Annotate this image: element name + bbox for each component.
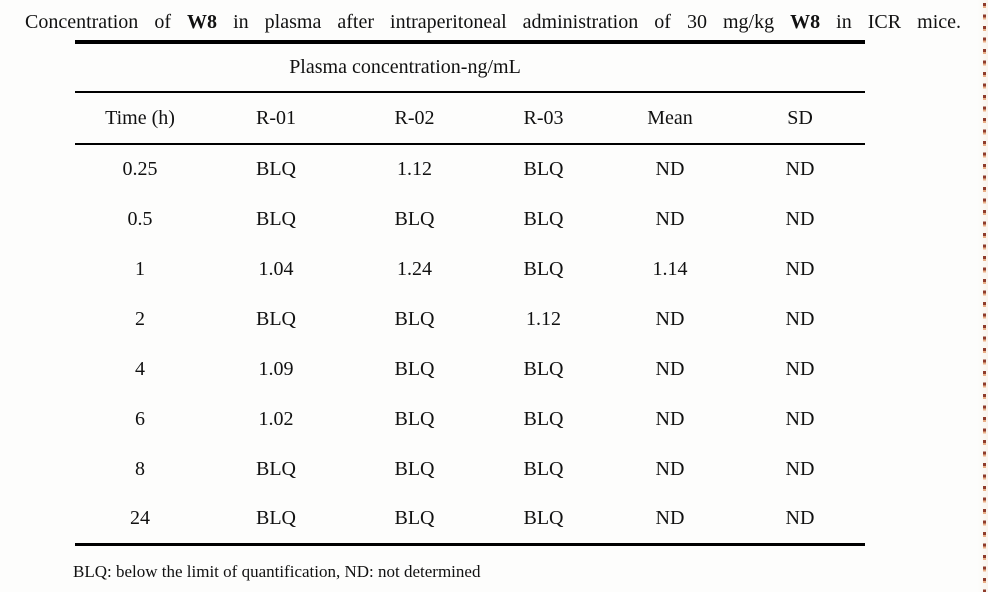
value-cell: 1.04	[258, 257, 294, 280]
value-cell: BLQ	[523, 407, 564, 430]
time-cell: 6	[135, 407, 145, 430]
table-row: 2 BLQ BLQ 1.12 ND ND	[75, 294, 865, 344]
table-footnote: BLQ: below the limit of quantification, …	[73, 562, 481, 581]
value-cell: BLQ	[394, 207, 435, 230]
plasma-concentration-table: Plasma concentration-ng/mL Time (h) R-01…	[75, 40, 865, 546]
value-cell: BLQ	[256, 307, 296, 330]
table-row: 0.5 BLQ BLQ BLQ ND ND	[75, 194, 865, 244]
caption-text: Concentration of	[25, 11, 188, 33]
value-cell: 1.02	[258, 407, 294, 430]
value-cell: BLQ	[394, 457, 435, 480]
column-header-time: Time (h)	[105, 106, 175, 129]
table-row: 24 BLQ BLQ BLQ ND ND	[75, 494, 865, 544]
value-cell: ND	[655, 307, 685, 330]
empty-cell	[605, 42, 865, 92]
value-cell: ND	[785, 457, 815, 480]
table-row: 4 1.09 BLQ BLQ ND ND	[75, 344, 865, 394]
column-header-sd: SD	[787, 106, 813, 129]
time-cell: 8	[135, 457, 145, 480]
caption-text: in ICR mice.	[820, 11, 962, 33]
value-cell: BLQ	[523, 207, 564, 230]
value-cell: BLQ	[523, 457, 564, 480]
table-row: 1 1.04 1.24 BLQ 1.14 ND	[75, 244, 865, 294]
value-cell: 1.14	[652, 257, 688, 280]
value-cell: ND	[785, 307, 815, 330]
value-cell: ND	[655, 407, 685, 430]
value-cell: BLQ	[394, 357, 435, 380]
value-cell: ND	[655, 357, 685, 380]
value-cell: ND	[785, 207, 815, 230]
time-cell: 0.25	[122, 158, 158, 180]
value-cell: BLQ	[523, 506, 564, 529]
value-cell: BLQ	[256, 207, 296, 230]
value-cell: ND	[785, 407, 815, 430]
compound-name-bold: W8	[790, 11, 821, 33]
column-header-r01: R-01	[256, 106, 296, 129]
value-cell: BLQ	[394, 407, 435, 430]
value-cell: ND	[785, 506, 815, 529]
value-cell: ND	[655, 506, 685, 529]
column-header-r02: R-02	[394, 106, 435, 129]
column-header-mean: Mean	[647, 106, 693, 129]
column-header-row: Time (h) R-01 R-02 R-03 Mean SD	[75, 92, 865, 144]
table-caption: Concentration of W8 in plasma after intr…	[25, 8, 961, 36]
time-cell: 4	[135, 357, 145, 380]
value-cell: ND	[785, 357, 815, 380]
time-cell: 2	[135, 307, 145, 330]
value-cell: BLQ	[256, 506, 296, 529]
value-cell: ND	[655, 207, 685, 230]
value-cell: BLQ	[394, 307, 435, 330]
table-span-header: Plasma concentration-ng/mL	[289, 56, 521, 78]
value-cell: BLQ	[523, 357, 564, 380]
page-edge-perforation	[978, 0, 988, 592]
value-cell: ND	[785, 158, 815, 180]
span-header-row: Plasma concentration-ng/mL	[75, 42, 865, 92]
time-cell: 0.5	[127, 207, 153, 230]
value-cell: 1.12	[526, 307, 561, 330]
value-cell: BLQ	[523, 257, 564, 280]
compound-name-bold: W8	[187, 11, 218, 33]
value-cell: ND	[655, 457, 685, 480]
value-cell: BLQ	[523, 158, 564, 180]
value-cell: 1.09	[258, 357, 294, 380]
empty-cell	[75, 42, 205, 92]
value-cell: ND	[785, 257, 815, 280]
table-row: 0.25 BLQ 1.12 BLQ ND ND	[75, 144, 865, 194]
caption-text: in plasma after intraperitoneal administ…	[217, 11, 791, 33]
table-row: 6 1.02 BLQ BLQ ND ND	[75, 394, 865, 444]
value-cell: BLQ	[256, 457, 296, 480]
value-cell: 1.24	[397, 257, 432, 280]
value-cell: ND	[655, 158, 685, 180]
value-cell: BLQ	[256, 158, 296, 180]
table-row: 8 BLQ BLQ BLQ ND ND	[75, 444, 865, 494]
time-cell: 24	[130, 506, 150, 529]
value-cell: 1.12	[397, 158, 432, 180]
time-cell: 1	[135, 257, 145, 280]
column-header-r03: R-03	[523, 106, 564, 129]
value-cell: BLQ	[394, 506, 435, 529]
